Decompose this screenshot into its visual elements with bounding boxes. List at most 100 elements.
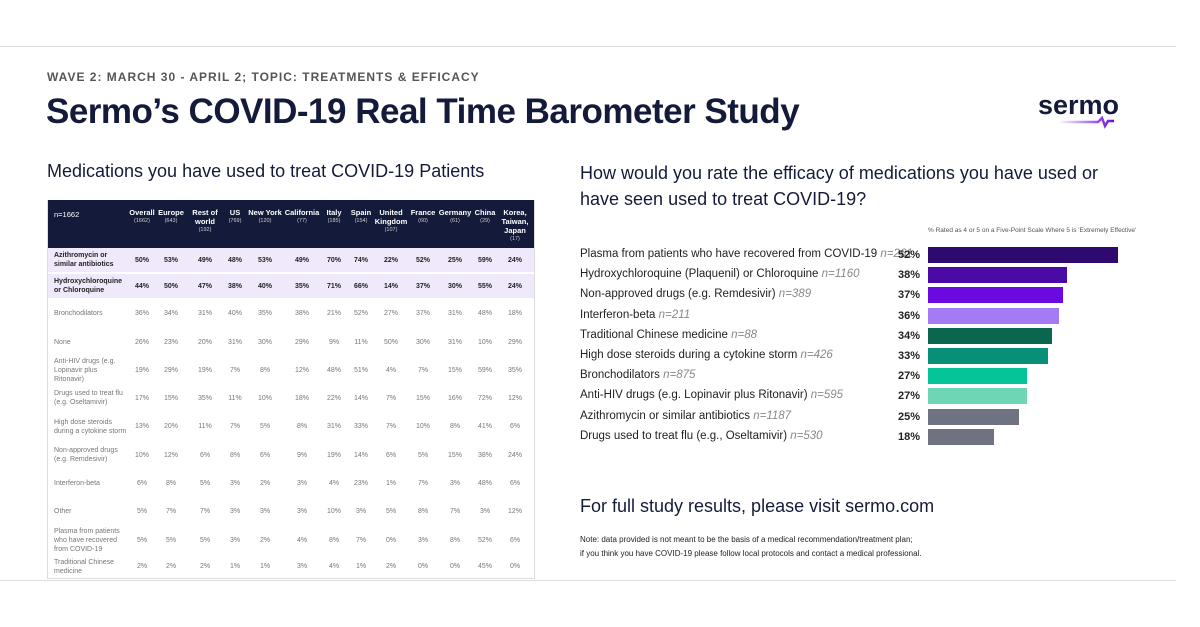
column-name: Italy [326, 208, 342, 217]
cell-value: 8% [165, 479, 177, 487]
bar-category: Hydroxychloroquine (Plaquenil) or Chloro… [580, 268, 819, 281]
cell-value: 1% [259, 563, 271, 570]
cell-value: 15% [163, 394, 178, 402]
bar-value-label: 52% [898, 249, 921, 261]
cell-value: 45% [477, 563, 492, 570]
svg-text:sermo: sermo [1038, 90, 1119, 120]
cell-value: 3% [417, 536, 429, 544]
cell-value: 12% [507, 507, 522, 515]
cell-value: 6% [385, 451, 397, 459]
column-name: Overall [129, 208, 155, 217]
row-label: Other [54, 507, 72, 515]
column-n: (769) [228, 218, 242, 224]
cell-value: 52% [353, 309, 368, 317]
bar-n: n=211 [658, 308, 691, 321]
cell-value: 66% [353, 282, 368, 290]
column-header: Korea, Taiwan, Japan (17) [493, 208, 537, 243]
table-row: Hydroxychloroquine or Chloroquine 44% 50% 4… [48, 274, 534, 298]
cell-value: 16% [447, 394, 462, 402]
cell-value: 5% [199, 536, 211, 544]
bar-n: n=1187 [753, 409, 792, 422]
cell-value: 7% [229, 423, 241, 430]
cell-value: 31% [197, 309, 212, 317]
cell-value: 37% [415, 282, 430, 290]
cell-value: 23% [353, 479, 368, 487]
cell-value: 24% [507, 451, 522, 459]
cell-value: 31% [227, 338, 242, 346]
cell-value: 8% [449, 536, 461, 544]
cell-value: 4% [385, 366, 397, 374]
cell-value: 72% [477, 394, 492, 402]
cell-value: 2% [259, 536, 271, 544]
cell-value: 6% [199, 451, 211, 459]
cell-value: 7% [449, 507, 461, 515]
cell-value: 6% [136, 479, 148, 487]
cell-value: 3% [296, 507, 308, 515]
chart-subtitle: % Rated as 4 or 5 on a Five-Point Scale … [928, 227, 1137, 234]
cell-value: 8% [296, 423, 308, 430]
column-name: Europe [158, 208, 184, 217]
bar-value-label: 34% [898, 329, 921, 342]
cell-value: 34% [163, 309, 178, 317]
bar-category: Bronchodilators [580, 369, 660, 382]
bar-label: Hydroxychloroquine (Plaquenil) or Chloro… [580, 268, 859, 280]
sermo-logo: sermo [1038, 90, 1119, 129]
cell-value: 30% [257, 338, 272, 346]
bar-label: Anti-HIV drugs (e.g. Lopinavir plus Rito… [580, 389, 843, 401]
cell-value: 55% [477, 282, 492, 290]
row-label: Bronchodilators [54, 309, 103, 317]
bar-n: n=389 [778, 288, 812, 301]
column-n: (60) [418, 218, 428, 224]
bar-n: n=426 [800, 349, 833, 361]
cell-value: 38% [477, 451, 492, 459]
column-name: United Kingdom [374, 208, 408, 226]
cell-value: 22% [326, 394, 341, 402]
cell-value: 74% [353, 256, 368, 264]
cell-value: 2% [165, 563, 177, 570]
bar-category: Anti-HIV drugs (e.g. Lopinavir plus Rito… [580, 389, 808, 402]
cell-value: 38% [227, 282, 242, 290]
column-name: US [229, 208, 241, 217]
bar-value-label: 25% [898, 410, 921, 423]
cell-value: 35% [257, 309, 272, 317]
cell-value: 12% [507, 394, 522, 402]
cell-value: 59% [477, 366, 492, 374]
bar-n: n=875 [663, 369, 696, 382]
cell-value: 2% [199, 563, 211, 570]
page-title: Sermo’s COVID-19 Real Time Barometer Stu… [46, 92, 800, 131]
cell-value: 71% [326, 282, 341, 290]
cell-value: 59% [477, 256, 492, 264]
cell-value: 40% [227, 309, 242, 317]
cell-value: 3% [259, 507, 271, 515]
cell-value: 29% [163, 366, 178, 374]
table-row: Plasma from patients who have recovered … [48, 525, 534, 555]
cell-value: 2% [136, 563, 148, 570]
cell-value: 2% [385, 563, 397, 570]
cell-value: 44% [134, 282, 149, 290]
column-n: (17) [510, 236, 520, 242]
cell-value: 18% [294, 394, 309, 402]
cell-value: 3% [296, 563, 308, 570]
cell-value: 6% [259, 451, 271, 459]
bar-value-label: 27% [898, 390, 921, 403]
n-label: n=1662 [54, 210, 80, 219]
cell-value: 50% [163, 282, 178, 290]
cell-value: 14% [353, 451, 368, 459]
cell-value: 5% [417, 451, 429, 459]
column-n: (643) [164, 218, 178, 224]
cell-value: 29% [294, 338, 309, 346]
bar [928, 267, 1067, 284]
row-label: Traditional Chinese medicine [54, 558, 115, 575]
cell-value: 7% [385, 394, 397, 402]
bar-value-label: 38% [898, 269, 921, 282]
cell-value: 29% [507, 338, 522, 346]
cell-value: 10% [134, 451, 149, 459]
column-name: Spain [350, 208, 372, 217]
bar [928, 428, 994, 445]
cell-value: 35% [197, 394, 212, 402]
bar-category: High dose steroids during a cytokine sto… [580, 349, 798, 361]
cell-value: 1% [385, 479, 397, 487]
cell-value: 10% [477, 338, 492, 346]
column-header: US (769) [213, 208, 257, 225]
row-label: Hydroxychloroquine or Chloroquine [54, 278, 123, 294]
